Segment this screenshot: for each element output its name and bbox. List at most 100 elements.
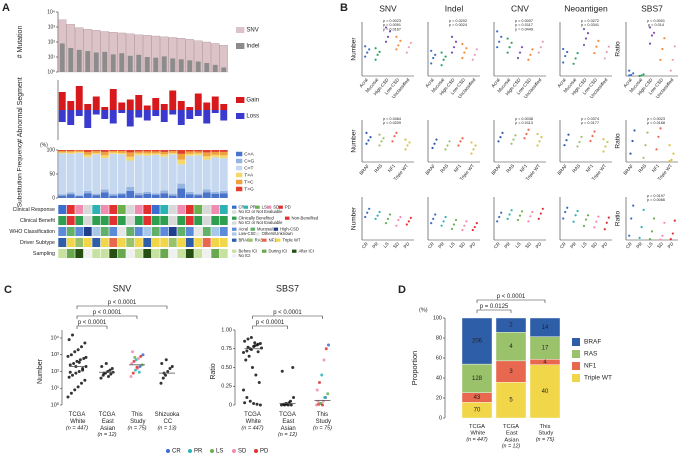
value-label: 40 (542, 389, 549, 395)
x-tick-label: This Study (314, 412, 331, 425)
legend-label: No ICI or Not Evaluable (238, 209, 283, 214)
loss-bar (186, 110, 194, 119)
substitution-segment (92, 150, 101, 153)
loss-bar (84, 110, 92, 128)
loss-bar (92, 110, 100, 115)
substitution-segment (83, 193, 92, 198)
legend-swatch (236, 165, 243, 171)
plot-title: SBS7 (276, 283, 299, 293)
point (500, 35, 503, 38)
track-cell (194, 249, 203, 258)
p-value: p = 0.0177 (581, 121, 599, 125)
track-cell (160, 238, 169, 247)
y-tick-label: 0.25 (221, 384, 232, 390)
point (440, 51, 443, 54)
legend-label: PR (250, 204, 256, 209)
legend-label: PD (285, 204, 291, 209)
substitution-segment (143, 193, 152, 198)
legend-label: C>A (244, 151, 254, 157)
track-label: Clinical Response (13, 207, 55, 213)
point (580, 135, 583, 138)
track-cell (202, 227, 211, 236)
point (471, 228, 474, 232)
track-cell (160, 205, 169, 214)
point (364, 45, 367, 48)
substitution-segment (151, 154, 160, 194)
bar-segment (461, 317, 493, 365)
point (444, 148, 447, 151)
gain-bar (135, 95, 143, 110)
point (444, 55, 447, 58)
x-tick-label: Acral (424, 77, 435, 88)
y-tick-label: 100 (433, 315, 442, 321)
track-cell (92, 249, 101, 258)
substitution-segment (202, 156, 211, 160)
y-tick-label: 10¹ (48, 54, 56, 60)
x-tick-label: TCGA East Asian (279, 412, 296, 432)
point (255, 402, 259, 406)
y-axis-label: Ratio (210, 363, 217, 379)
point (648, 42, 652, 45)
y-tick-label: 10⁰ (51, 401, 60, 408)
bar-segment (495, 332, 527, 362)
value-label: 14 (542, 325, 549, 331)
point (508, 46, 511, 49)
point (659, 238, 662, 241)
substitution-segment (66, 192, 75, 195)
y-tick-label: 20 (436, 395, 442, 401)
p-value: p = 0.0341 (581, 23, 599, 27)
bar-segment (495, 382, 527, 419)
n-label: (n = 447) (66, 425, 88, 431)
substitution-segment (126, 160, 135, 187)
point (77, 369, 81, 373)
n-label: (n = 13) (157, 425, 176, 431)
legend-swatch (255, 205, 260, 209)
point (367, 139, 370, 142)
point (475, 48, 478, 51)
point (386, 35, 390, 38)
point (586, 32, 590, 35)
n-label: (n = 447) (466, 437, 488, 443)
p-value: p < 0.0001 (647, 19, 665, 23)
legend-label: Before ICI (238, 248, 257, 253)
p-value: p = 0.0168 (647, 121, 665, 125)
track-cell (134, 205, 143, 214)
substitution-segment (83, 190, 92, 194)
point (465, 220, 468, 223)
gain-bar (118, 102, 126, 110)
legend-label: PR (194, 449, 203, 455)
legend-label: Low-CSD (238, 231, 256, 236)
track-cell (83, 238, 92, 247)
point (607, 45, 610, 48)
track-cell (151, 249, 160, 258)
gain-bar (143, 105, 151, 110)
loss-bar (203, 110, 211, 124)
point (327, 343, 330, 347)
x-tick-label: CR (625, 241, 634, 250)
point (518, 51, 522, 54)
legend-swatch (273, 227, 279, 231)
loss-bar (143, 110, 151, 121)
bar-segment (529, 364, 561, 419)
point (516, 218, 520, 222)
point (384, 40, 388, 43)
loss-bar (177, 110, 185, 125)
point (399, 215, 402, 219)
legend-label: C>G (244, 158, 254, 164)
point (405, 51, 408, 54)
substitution-segment (100, 189, 109, 193)
x-tick-label: SD (656, 241, 664, 250)
substitution-segment (160, 190, 169, 194)
point (66, 354, 70, 358)
point (374, 47, 377, 50)
substitution-segment (66, 150, 75, 151)
point (397, 218, 400, 222)
track-cell (109, 205, 118, 214)
legend-swatch (236, 151, 243, 157)
x-tick-label: BRAF (424, 163, 436, 176)
point (562, 61, 565, 64)
legend-swatch (232, 205, 237, 209)
track-label: Driver Subtype (20, 240, 55, 246)
panel-letter: B (340, 2, 348, 14)
legend-label: Triple WT (282, 237, 300, 242)
